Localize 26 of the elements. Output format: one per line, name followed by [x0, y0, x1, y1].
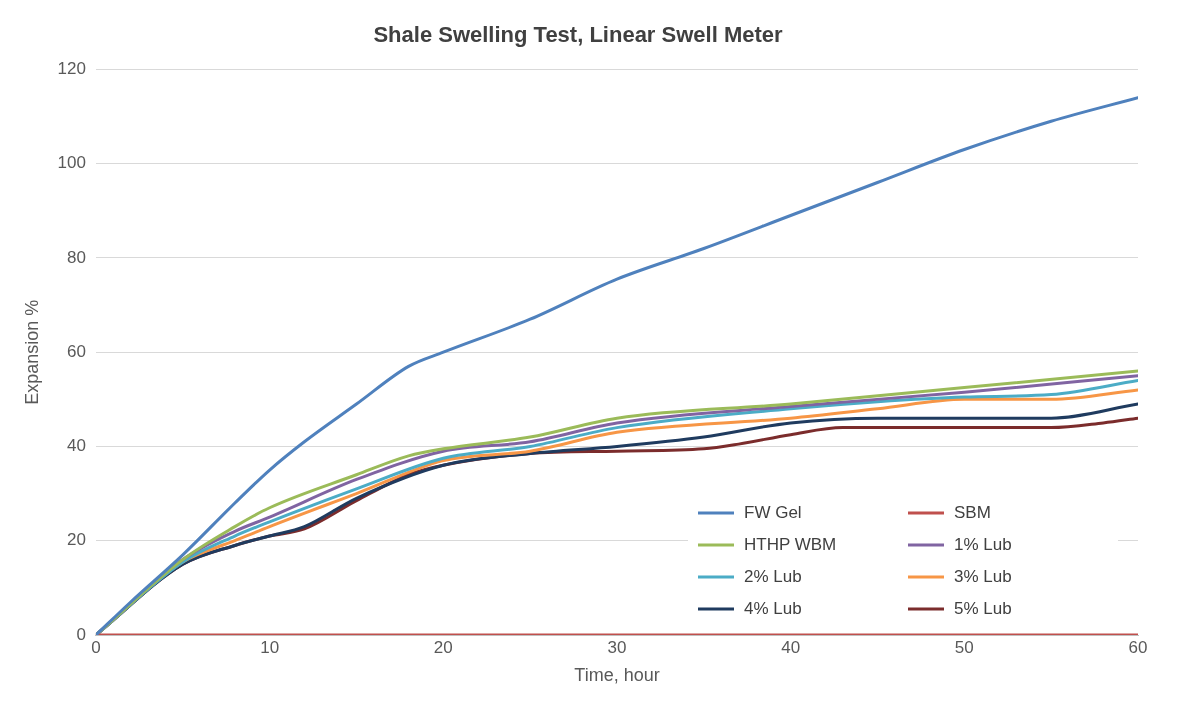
legend-label: 4% Lub — [744, 598, 802, 618]
y-tick-label: 60 — [67, 341, 86, 361]
y-tick-label: 100 — [57, 153, 86, 173]
y-tick-label: 0 — [76, 624, 86, 644]
y-tick-label: 120 — [57, 59, 86, 79]
legend-label: 5% Lub — [954, 598, 1012, 618]
legend-label: 2% Lub — [744, 566, 802, 586]
x-tick-label: 0 — [91, 637, 101, 657]
chart-title: Shale Swelling Test, Linear Swell Meter — [373, 22, 784, 48]
x-axis-title: Time, hour — [574, 665, 660, 686]
x-tick-label: 40 — [781, 637, 801, 657]
y-tick-label: 80 — [67, 247, 86, 267]
x-tick-label: 60 — [1128, 637, 1148, 657]
x-tick-label: 10 — [260, 637, 280, 657]
x-tick-label: 20 — [433, 637, 453, 657]
y-tick-label: 40 — [67, 436, 86, 456]
y-tick-label: 20 — [67, 530, 86, 550]
line-series — [95, 96, 1138, 635]
x-tick-label: 50 — [954, 637, 974, 657]
legend-label: SBM — [954, 502, 991, 522]
legend-label: FW Gel — [744, 502, 802, 522]
legend-label: 1% Lub — [954, 534, 1012, 554]
x-tick-label: 30 — [607, 637, 627, 657]
legend-label: 3% Lub — [954, 566, 1012, 586]
legend-label: HTHP WBM — [744, 534, 837, 554]
y-axis-title: Expansion % — [21, 299, 42, 405]
